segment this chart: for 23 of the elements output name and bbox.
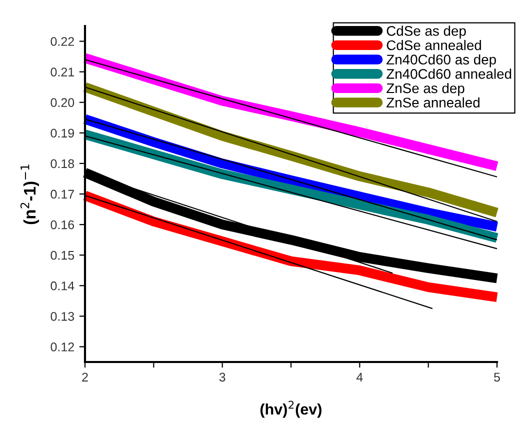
y-tick-label: 0.18 — [50, 159, 74, 168]
y-tick-label: 0.19 — [50, 128, 74, 138]
y-tick-label: 0.13 — [50, 312, 74, 321]
legend-label: Zn40Cd60 annealed — [386, 68, 512, 79]
x-axis-title: (hv)$^{2}$(ev) — [260, 400, 322, 418]
y-tick-label: 0.16 — [50, 220, 74, 230]
y-tick-label: 0.14 — [50, 281, 74, 290]
x-tick-label: 4 — [356, 372, 363, 382]
y-tick-label: 0.12 — [50, 342, 74, 352]
y-tick-label: 0.21 — [50, 68, 74, 76]
legend-label: ZnSe as dep — [386, 82, 464, 96]
legend-label: CdSe annealed — [386, 40, 481, 50]
x-tick-label: 3 — [219, 372, 226, 382]
legend-label: CdSe as dep — [386, 26, 466, 39]
y-axis-title: (n$^{2}$-1)$^{−1}$ — [20, 164, 39, 224]
legend-label: ZnSe annealed — [386, 97, 480, 108]
x-tick-label: 2 — [82, 372, 88, 382]
y-tick-label: 0.22 — [50, 37, 74, 46]
x-tick-label: 5 — [494, 372, 500, 382]
y-tick-label: 0.20 — [50, 98, 74, 108]
y-tick-label: 0.17 — [50, 190, 74, 199]
y-tick-label: 0.15 — [50, 250, 74, 260]
legend-label: Zn40Cd60 as dep — [386, 54, 496, 68]
